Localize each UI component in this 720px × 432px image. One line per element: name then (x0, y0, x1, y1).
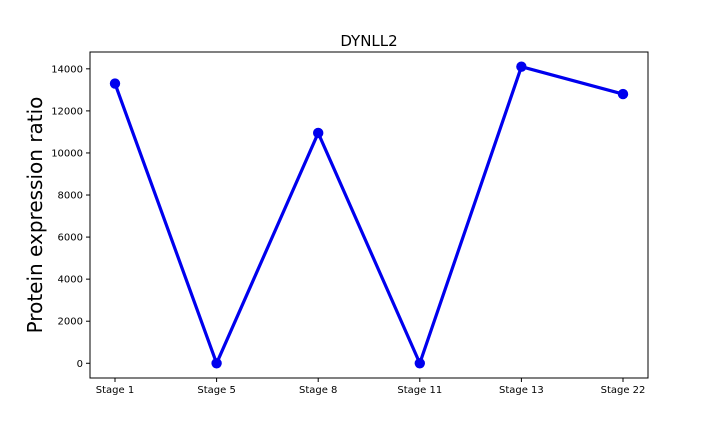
data-point (109, 78, 121, 89)
y-tick-label: 8000 (58, 191, 83, 202)
data-point (414, 358, 425, 369)
y-tick-label: 6000 (58, 233, 83, 244)
x-tick-label: Stage 1 (96, 385, 134, 396)
x-tick-label: Stage 22 (601, 385, 646, 396)
series-line (113, 64, 624, 368)
y-tick-label: 14000 (51, 64, 83, 75)
data-point (313, 127, 324, 139)
y-tick-label: 10000 (51, 148, 83, 159)
x-tick-label: Stage 11 (397, 385, 442, 396)
plot-frame (89, 51, 649, 379)
y-tick-label: 0 (77, 359, 83, 370)
x-axis-ticks: Stage 1 Stage 5 Stage 8 Stage 11 Stage 13 Sta… (96, 378, 646, 396)
chart-title: DYNLL2 (340, 32, 397, 50)
y-tick-label: 2000 (58, 317, 83, 328)
y-axis-ticks: 0 2000 4000 6000 8000 10000 12000 14000 (51, 64, 90, 370)
x-tick-label: Stage 5 (197, 385, 235, 396)
y-axis-label: Protein expression ratio (23, 97, 47, 334)
data-point (617, 88, 629, 100)
x-tick-label: Stage 8 (299, 385, 337, 396)
plot-background (90, 52, 648, 378)
series-layer (109, 61, 629, 369)
y-tick-label: 12000 (51, 106, 83, 117)
data-point (211, 358, 222, 369)
data-point (516, 61, 527, 72)
x-tick-label: Stage 13 (499, 385, 544, 396)
y-tick-label: 4000 (58, 275, 83, 286)
